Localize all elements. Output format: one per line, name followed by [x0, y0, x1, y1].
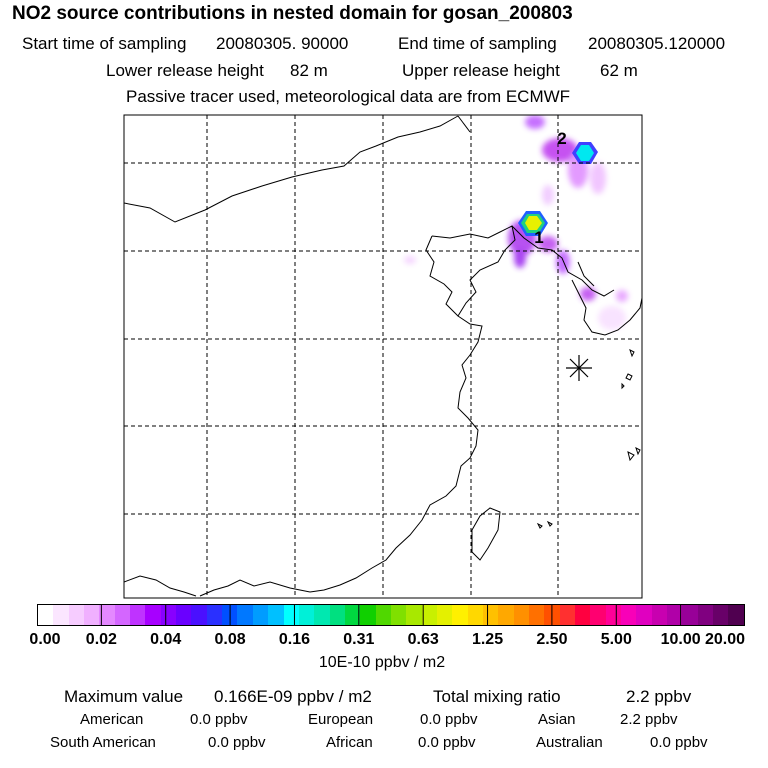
- lower-height-value: 82 m: [290, 61, 328, 80]
- upper-height-label: Upper release height: [402, 61, 560, 80]
- colorbar-swatch: [636, 605, 652, 625]
- colorbar-swatch: [298, 605, 315, 625]
- map-frame: [123, 114, 643, 599]
- colorbar-swatch: [667, 605, 683, 625]
- colorbar-swatch: [68, 605, 85, 625]
- colorbar-tick-label: 10.00: [660, 631, 701, 648]
- lower-height-label: Lower release height: [106, 61, 264, 80]
- colorbar-swatch: [436, 605, 453, 625]
- colorbar-swatch: [713, 605, 729, 625]
- colorbar-swatch: [329, 605, 345, 625]
- colorbar: [37, 604, 745, 626]
- colorbar-swatch: [114, 605, 131, 625]
- region-name: South American: [50, 734, 156, 751]
- colorbar-tick-label: 0.08: [214, 631, 246, 648]
- colorbar-swatch: [268, 605, 284, 625]
- colorbar-swatch: [38, 605, 54, 625]
- colorbar-swatch: [206, 605, 223, 625]
- region-name: European: [308, 711, 374, 728]
- colorbar-swatch: [252, 605, 269, 625]
- max-value: 0.166E-09 ppbv / m2: [214, 687, 372, 706]
- colorbar-tick-label: 0.63: [407, 631, 439, 648]
- colorbar-unit: 10E-10 ppbv / m2: [318, 654, 446, 671]
- colorbar-swatch: [145, 605, 161, 625]
- page-title: NO2 source contributions in nested domai…: [12, 3, 573, 24]
- region-value: 0.0 ppbv: [208, 734, 266, 751]
- colorbar-swatch: [314, 605, 330, 625]
- colorbar-swatch: [406, 605, 422, 625]
- end-time-value: 20080305.120000: [588, 34, 726, 53]
- colorbar-swatch: [99, 605, 115, 625]
- colorbar-swatch: [575, 605, 591, 625]
- asterisk-receptor-icon: [566, 355, 592, 381]
- colorbar-swatch: [191, 605, 207, 625]
- region-value: 0.0 ppbv: [650, 734, 708, 751]
- colorbar-swatch: [498, 605, 514, 625]
- colorbar-tick-label: 5.00: [600, 631, 632, 648]
- colorbar-tick-label: 0.02: [85, 631, 117, 648]
- concentration-plume: [404, 115, 628, 330]
- colorbar-swatch: [421, 605, 437, 625]
- region-value: 0.0 ppbv: [190, 711, 248, 728]
- start-time-label: Start time of sampling: [22, 34, 187, 53]
- source-marker-2: 2: [557, 129, 566, 148]
- colorbar-swatch: [697, 605, 714, 625]
- coastlines: [124, 115, 642, 597]
- upper-height-value: 62 m: [600, 61, 638, 80]
- end-time-label: End time of sampling: [398, 34, 557, 53]
- region-name: Asian: [538, 711, 576, 728]
- max-value-label: Maximum value: [64, 687, 184, 706]
- colorbar-swatch: [728, 605, 744, 625]
- region-name: American: [80, 711, 144, 728]
- colorbar-swatch: [390, 605, 407, 625]
- region-name: Australian: [536, 734, 603, 751]
- total-mixing-value: 2.2 ppbv: [626, 687, 692, 706]
- map-panel: 1 2: [123, 114, 643, 599]
- colorbar-swatch: [283, 605, 299, 625]
- region-value: 2.2 ppbv: [620, 711, 678, 728]
- colorbar-swatch: [130, 605, 146, 625]
- colorbar-swatch: [482, 605, 499, 625]
- colorbar-swatch: [682, 605, 698, 625]
- total-mixing-label: Total mixing ratio: [433, 687, 561, 706]
- colorbar-swatch: [84, 605, 100, 625]
- colorbar-swatch: [160, 605, 177, 625]
- colorbar-tick-label: 0.16: [278, 631, 311, 648]
- colorbar-swatch: [559, 605, 576, 625]
- colorbar-swatch: [621, 605, 637, 625]
- colorbar-dividers: [100, 604, 682, 626]
- colorbar-swatch: [452, 605, 468, 625]
- colorbar-tick-label: 1.25: [471, 631, 504, 648]
- colorbar-tick-label: 0.31: [343, 631, 375, 648]
- colorbar-swatch: [344, 605, 361, 625]
- map-grid: [124, 115, 642, 598]
- colorbar-tick-label: 0.00: [29, 631, 61, 648]
- colorbar-swatch: [360, 605, 376, 625]
- colorbar-swatch: [529, 605, 545, 625]
- region-value: 0.0 ppbv: [420, 711, 478, 728]
- colorbar-swatch: [651, 605, 668, 625]
- colorbar-swatch: [53, 605, 69, 625]
- colorbar-swatch: [237, 605, 253, 625]
- colorbar-swatch: [176, 605, 192, 625]
- tracer-note: Passive tracer used, meteorological data…: [126, 87, 571, 106]
- colorbar-tick-label: 0.04: [150, 631, 182, 648]
- colorbar-swatch: [375, 605, 391, 625]
- region-value: 0.0 ppbv: [418, 734, 476, 751]
- colorbar-swatch: [467, 605, 483, 625]
- start-time-value: 20080305. 90000: [216, 34, 349, 53]
- colorbar-swatch: [590, 605, 606, 625]
- source-marker-1: 1: [534, 228, 543, 247]
- region-name: African: [326, 734, 373, 751]
- colorbar-tick-label: 2.50: [536, 631, 568, 648]
- colorbar-swatch: [605, 605, 622, 625]
- colorbar-swatch: [513, 605, 529, 625]
- colorbar-tick-label: 20.00: [704, 631, 746, 648]
